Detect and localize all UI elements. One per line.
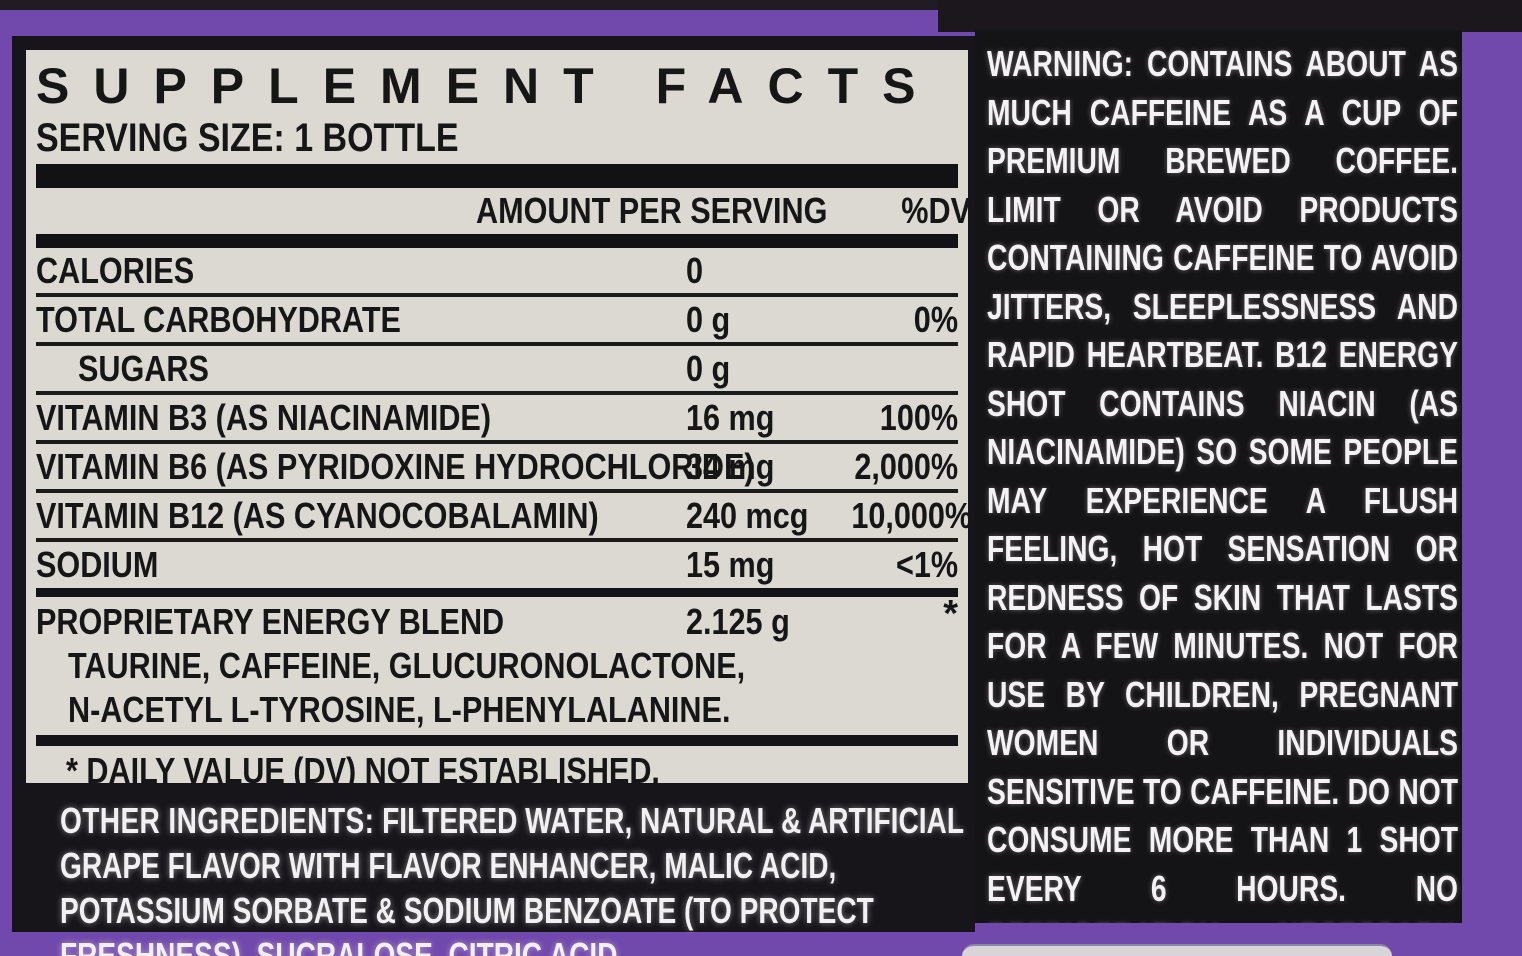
warning-panel: WARNING: CONTAINS ABOUT AS MUCH CAFFEINE… — [975, 30, 1462, 923]
table-row: SUGARS 0 g — [36, 342, 958, 391]
table-row: TOTAL CARBOHYDRATE 0 g 0% — [36, 293, 958, 342]
bottom-label-edge — [962, 944, 1392, 956]
warning-text: CONTAINS ABOUT AS MUCH CAFFEINE AS A CUP… — [987, 43, 1458, 923]
divider-thick — [36, 164, 958, 188]
nutrient-rows: CALORIES 0 TOTAL CARBOHYDRATE 0 g 0% SUG… — [36, 248, 972, 587]
divider-medium — [36, 234, 958, 248]
daily-value-footnote: * DAILY VALUE (DV) NOT ESTABLISHED. — [66, 750, 660, 791]
top-dark-wedge — [938, 0, 1522, 32]
divider-blend — [36, 588, 958, 597]
dv-column-header: %DV — [901, 190, 972, 231]
blend-ingredients-line: TAURINE, CAFFEINE, GLUCURONOLACTONE, — [68, 645, 746, 686]
panel-title: SUPPLEMENT FACTS — [36, 58, 940, 114]
serving-size: SERVING SIZE: 1 BOTTLE — [36, 116, 459, 160]
table-row: VITAMIN B12 (AS CYANOCOBALAMIN) 240 mcg … — [36, 489, 972, 538]
top-dark-strip — [0, 0, 1522, 10]
table-row: CALORIES 0 — [36, 249, 704, 291]
amount-column-header: AMOUNT PER SERVING — [476, 190, 828, 231]
divider-footnote — [36, 735, 958, 746]
warning-label: WARNING: — [987, 43, 1133, 84]
table-row: VITAMIN B6 (AS PYRIDOXINE HYDROCHLORIDE)… — [36, 440, 958, 489]
dv-asterisk: * — [943, 593, 958, 635]
supplement-facts-frame: SUPPLEMENT FACTS SERVING SIZE: 1 BOTTLE … — [12, 36, 975, 956]
table-row: SODIUM 15 mg <1% — [36, 538, 958, 587]
proprietary-blend-row: PROPRIETARY ENERGY BLEND 2.125 g * — [36, 593, 958, 642]
other-ingredients-label: OTHER INGREDIENTS: — [60, 800, 375, 841]
table-row: VITAMIN B3 (AS NIACINAMIDE) 16 mg 100% — [36, 391, 958, 440]
other-ingredients-block: OTHER INGREDIENTS: FILTERED WATER, NATUR… — [60, 798, 970, 956]
blend-ingredients-line: N-ACETYL L-TYROSINE, L-PHENYLALANINE. — [68, 689, 731, 730]
supplement-facts-panel: SUPPLEMENT FACTS SERVING SIZE: 1 BOTTLE … — [26, 50, 972, 791]
other-ingredients-text: FILTERED WATER, NATURAL & ARTIFICIAL GRA… — [60, 800, 964, 956]
column-header-row: AMOUNT PER SERVING %DV — [36, 188, 971, 234]
